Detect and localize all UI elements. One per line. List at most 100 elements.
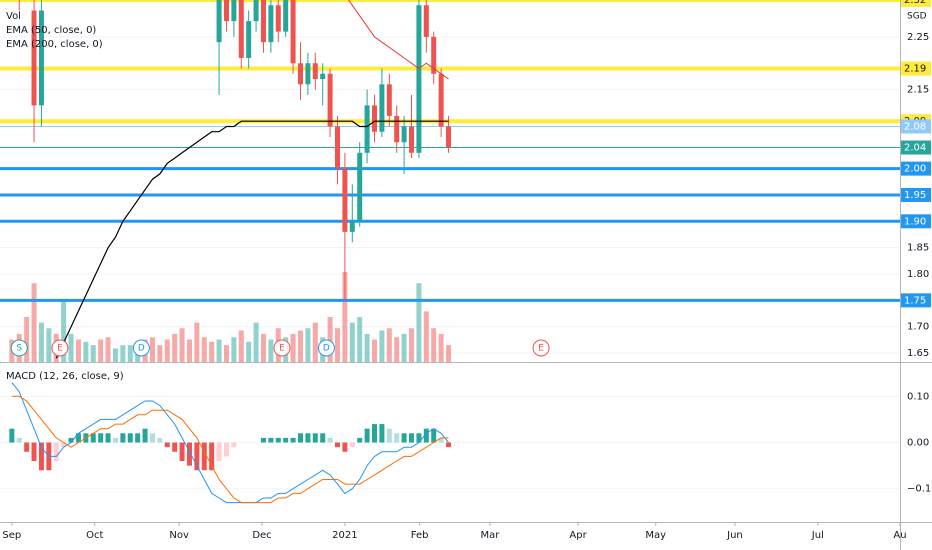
candle-body <box>357 152 363 222</box>
volume-bar <box>305 328 311 362</box>
histogram-bar <box>90 433 96 443</box>
level-label-box <box>901 214 931 229</box>
candle-body <box>342 168 348 232</box>
volume-bar <box>68 333 74 362</box>
y-tick-label: 1.85 <box>907 243 929 254</box>
event-label: E <box>279 344 285 354</box>
volume-bar <box>335 328 340 362</box>
candle-body <box>446 126 452 148</box>
histogram-bar <box>16 437 22 443</box>
volume-bar <box>379 330 385 362</box>
candle-body <box>364 105 370 153</box>
histogram-bar <box>401 433 407 443</box>
volume-bar <box>238 330 244 362</box>
volume-bar <box>90 345 96 362</box>
volume-bar <box>216 339 222 362</box>
ema-line <box>55 120 449 359</box>
volume-bar <box>46 328 52 362</box>
histogram-bar <box>320 433 326 443</box>
candle-body <box>401 126 407 143</box>
legend-item: EMA (200, close, 0) <box>6 39 103 50</box>
histogram-bar <box>120 433 126 443</box>
volume-bar <box>423 311 429 362</box>
histogram-bar <box>290 437 296 443</box>
volume-bar <box>327 317 333 362</box>
level-label: 1.75 <box>904 295 926 306</box>
volume-bar <box>342 272 348 362</box>
macd-pane <box>0 382 900 504</box>
x-tick-label: Apr <box>569 530 587 541</box>
y-tick-label: 1.80 <box>907 269 929 280</box>
volume-bar <box>149 337 155 362</box>
histogram-bar <box>335 442 340 448</box>
event-label: S <box>16 344 22 354</box>
level-label: 2.32 <box>904 0 926 6</box>
volume-bar <box>312 322 318 362</box>
event-marker <box>532 339 550 357</box>
histogram-bar <box>9 428 15 443</box>
histogram-bar <box>61 442 67 448</box>
candle-body <box>320 73 326 80</box>
candle-body <box>416 5 422 153</box>
histogram-bar <box>423 428 429 443</box>
level-label: 2.00 <box>904 164 926 175</box>
histogram-bar <box>297 433 303 443</box>
volume-bar <box>24 317 30 362</box>
volume-bar <box>186 339 192 362</box>
y-tick-label: 2.15 <box>907 85 929 96</box>
x-tick-label: May <box>645 530 666 541</box>
candle-body <box>305 63 311 85</box>
volume-bar <box>416 283 422 362</box>
ema-line <box>347 0 449 80</box>
histogram-bar <box>379 424 385 443</box>
candle-body <box>216 0 222 43</box>
candle-body <box>335 126 340 169</box>
histogram-bar <box>394 433 400 443</box>
legend-item: MACD (12, 26, close, 9) <box>6 371 124 382</box>
legend-item: EMA (50, close, 0) <box>6 25 96 36</box>
candle-body <box>246 21 252 58</box>
histogram-bar <box>38 442 44 471</box>
volume-bar <box>105 337 111 362</box>
legend-item: Vol <box>6 11 21 22</box>
candle-body <box>349 221 355 232</box>
histogram-bar <box>149 433 155 443</box>
volume-bar <box>194 322 200 362</box>
volume-bar <box>112 348 118 362</box>
volume-bar <box>209 341 215 362</box>
histogram-bar <box>68 437 74 443</box>
level-label: 2.19 <box>904 64 926 75</box>
y-tick-label: 0.00 <box>907 438 929 449</box>
histogram-bar <box>431 428 437 443</box>
y-tick-label: −0.10 <box>907 484 932 495</box>
candle-body <box>283 0 289 32</box>
histogram-bar <box>135 433 141 443</box>
y-tick-label: 1.65 <box>907 348 929 359</box>
histogram-bar <box>216 442 222 462</box>
level-label-box <box>901 0 931 7</box>
histogram-bar <box>327 437 333 443</box>
candle-body <box>423 5 429 37</box>
candle-body <box>223 0 229 22</box>
histogram-bar <box>305 433 311 443</box>
event-marker <box>51 339 69 357</box>
candle-body <box>253 0 259 22</box>
currency: SGD <box>907 12 927 22</box>
volume-bar <box>431 328 437 362</box>
histogram-bar <box>98 433 104 443</box>
x-tick-label: Sep <box>2 530 21 541</box>
candle-body <box>327 73 333 127</box>
level-label: 1.90 <box>904 216 926 227</box>
histogram-bar <box>186 442 192 466</box>
y-tick-label: 0.10 <box>907 391 929 402</box>
level-label-box <box>901 119 931 134</box>
volume-bar <box>268 339 274 362</box>
histogram-bar <box>172 442 178 452</box>
candle-body <box>312 63 318 80</box>
event-label: E <box>57 344 63 354</box>
histogram-bar <box>312 433 318 443</box>
event-label: D <box>323 344 330 354</box>
event-label: E <box>538 344 544 354</box>
histogram-bar <box>164 442 170 448</box>
volume-bar <box>401 333 407 362</box>
